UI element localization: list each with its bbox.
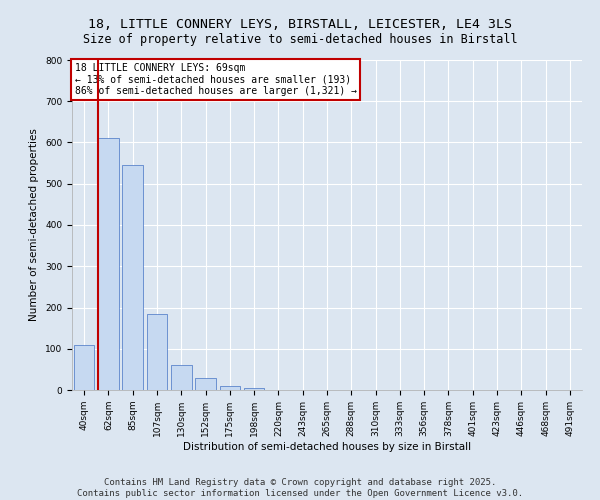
Bar <box>122 165 143 390</box>
Text: Size of property relative to semi-detached houses in Birstall: Size of property relative to semi-detach… <box>83 32 517 46</box>
Text: 18 LITTLE CONNERY LEYS: 69sqm
← 13% of semi-detached houses are smaller (193)
86: 18 LITTLE CONNERY LEYS: 69sqm ← 13% of s… <box>74 64 356 96</box>
Bar <box>74 344 94 390</box>
X-axis label: Distribution of semi-detached houses by size in Birstall: Distribution of semi-detached houses by … <box>183 442 471 452</box>
Bar <box>98 138 119 390</box>
Bar <box>171 365 191 390</box>
Y-axis label: Number of semi-detached properties: Number of semi-detached properties <box>29 128 40 322</box>
Bar <box>220 386 240 390</box>
Text: Contains HM Land Registry data © Crown copyright and database right 2025.
Contai: Contains HM Land Registry data © Crown c… <box>77 478 523 498</box>
Bar <box>146 314 167 390</box>
Bar <box>195 378 216 390</box>
Text: 18, LITTLE CONNERY LEYS, BIRSTALL, LEICESTER, LE4 3LS: 18, LITTLE CONNERY LEYS, BIRSTALL, LEICE… <box>88 18 512 30</box>
Bar <box>244 388 265 390</box>
